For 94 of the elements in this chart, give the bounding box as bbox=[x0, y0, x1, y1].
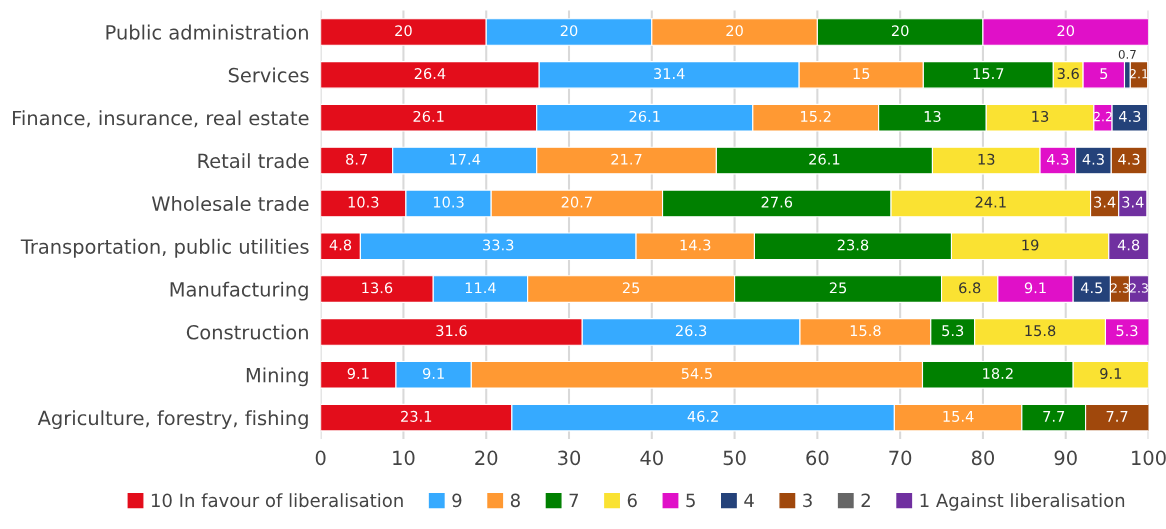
data-label: 4.5 bbox=[1080, 282, 1103, 294]
data-label: 15.8 bbox=[850, 325, 881, 337]
data-label: 19 bbox=[1022, 239, 1039, 251]
data-label: 4.3 bbox=[1118, 153, 1140, 165]
legend-label: 7 bbox=[569, 493, 579, 507]
data-label: 9.1 bbox=[1100, 368, 1122, 380]
data-label: 13 bbox=[924, 110, 941, 122]
data-label: 11.4 bbox=[465, 282, 496, 294]
data-label: 26.4 bbox=[414, 68, 446, 80]
data-label: 25 bbox=[622, 282, 640, 294]
x-tick-label: 40 bbox=[640, 450, 663, 466]
data-label: 31.4 bbox=[654, 68, 685, 80]
y-tick-label: Public administration bbox=[106, 24, 308, 40]
data-label: 0.7 bbox=[1118, 49, 1136, 59]
data-label: 9.1 bbox=[347, 368, 369, 380]
y-tick-label: Mining bbox=[246, 367, 308, 387]
legend-label: 3 bbox=[803, 493, 812, 508]
x-tick-label: 60 bbox=[806, 450, 829, 466]
data-label: 13 bbox=[978, 153, 995, 165]
x-tick-label: 0 bbox=[315, 450, 326, 466]
legend-label: 5 bbox=[686, 493, 695, 508]
data-label: 15.7 bbox=[973, 68, 1004, 80]
y-tick-label: Retail trade bbox=[198, 153, 309, 169]
x-tick-label: 20 bbox=[475, 450, 498, 466]
data-label: 13.6 bbox=[362, 282, 393, 294]
data-label: 20 bbox=[726, 25, 743, 37]
data-label: 10.3 bbox=[348, 196, 379, 208]
data-label: 4.3 bbox=[1119, 110, 1141, 122]
data-label: 5 bbox=[1100, 68, 1108, 80]
data-label: 5.3 bbox=[942, 325, 964, 337]
data-label: 9.1 bbox=[422, 368, 444, 380]
y-tick-label: Wholesale trade bbox=[151, 196, 309, 212]
data-label: 3.6 bbox=[1057, 68, 1079, 80]
y-tick-label: Finance, insurance, real estate bbox=[13, 110, 309, 128]
data-label: 15.4 bbox=[943, 411, 974, 422]
data-label: 23.1 bbox=[401, 410, 432, 422]
data-label: 15.8 bbox=[1025, 325, 1056, 337]
data-label: 33.3 bbox=[483, 239, 514, 251]
y-tick-label: Manufacturing bbox=[170, 281, 308, 301]
y-tick-label: Agriculture, forestry, fishing bbox=[37, 410, 308, 430]
data-label: 20 bbox=[560, 25, 578, 37]
data-label: 9.1 bbox=[1024, 282, 1046, 294]
data-label: 3.4 bbox=[1094, 196, 1116, 208]
data-label: 4.3 bbox=[1046, 153, 1069, 165]
data-label: 27.6 bbox=[761, 196, 793, 208]
data-label: 4.8 bbox=[329, 239, 352, 251]
data-label: 5.3 bbox=[1116, 325, 1138, 337]
data-label: 23.8 bbox=[837, 239, 869, 251]
y-tick-label: Services bbox=[228, 67, 309, 83]
x-tick-label: 80 bbox=[971, 450, 995, 466]
x-tick-label: 70 bbox=[889, 450, 912, 466]
data-label: 2.3 bbox=[1110, 283, 1129, 293]
data-label: 7.7 bbox=[1106, 411, 1128, 422]
data-label: 8.7 bbox=[346, 153, 368, 165]
legend-label: 4 bbox=[744, 493, 754, 507]
legend-label: 2 bbox=[861, 493, 870, 507]
data-label: 26.1 bbox=[809, 153, 840, 165]
data-label: 10.3 bbox=[433, 196, 464, 208]
data-label: 15.2 bbox=[801, 110, 831, 122]
legend-label: 1 Against liberalisation bbox=[920, 493, 1125, 511]
data-label: 18.2 bbox=[983, 368, 1013, 380]
data-label: 17.4 bbox=[450, 153, 481, 165]
data-label: 14.3 bbox=[680, 239, 711, 251]
data-label: 26.1 bbox=[629, 110, 660, 122]
legend-label: 8 bbox=[510, 493, 520, 508]
data-label: 46.2 bbox=[687, 410, 718, 422]
data-label: 15 bbox=[853, 68, 870, 80]
legend-label: 10 In favour of liberalisation bbox=[151, 493, 403, 508]
data-label: 13 bbox=[1032, 110, 1049, 122]
data-label: 26.3 bbox=[675, 325, 707, 337]
data-label: 20 bbox=[395, 25, 412, 37]
data-label: 25 bbox=[829, 282, 847, 294]
data-label: 20 bbox=[891, 25, 909, 37]
x-tick-label: 50 bbox=[723, 450, 746, 466]
data-label: 4.8 bbox=[1117, 239, 1140, 251]
data-label: 7.7 bbox=[1043, 411, 1065, 422]
data-label: 20 bbox=[1057, 25, 1075, 37]
data-label: 21.7 bbox=[611, 153, 642, 165]
data-label: 31.6 bbox=[436, 325, 467, 337]
x-tick-label: 90 bbox=[1054, 450, 1077, 466]
x-tick-label: 10 bbox=[393, 450, 415, 466]
y-tick-label: Construction bbox=[186, 324, 308, 340]
data-label: 4.3 bbox=[1082, 153, 1104, 165]
data-label: 26.1 bbox=[413, 110, 444, 122]
legend-label: 6 bbox=[627, 493, 637, 508]
x-tick-label: 30 bbox=[558, 450, 581, 466]
x-tick-label: 100 bbox=[1132, 450, 1166, 466]
data-label: 24.1 bbox=[975, 196, 1006, 208]
data-label: 20.7 bbox=[561, 196, 592, 208]
y-tick-label: Transportation, public utilities bbox=[20, 238, 309, 258]
legend-label: 9 bbox=[452, 493, 462, 508]
data-label: 54.5 bbox=[681, 368, 712, 380]
data-label: 6.8 bbox=[959, 282, 981, 294]
data-label: 3.4 bbox=[1122, 196, 1144, 208]
